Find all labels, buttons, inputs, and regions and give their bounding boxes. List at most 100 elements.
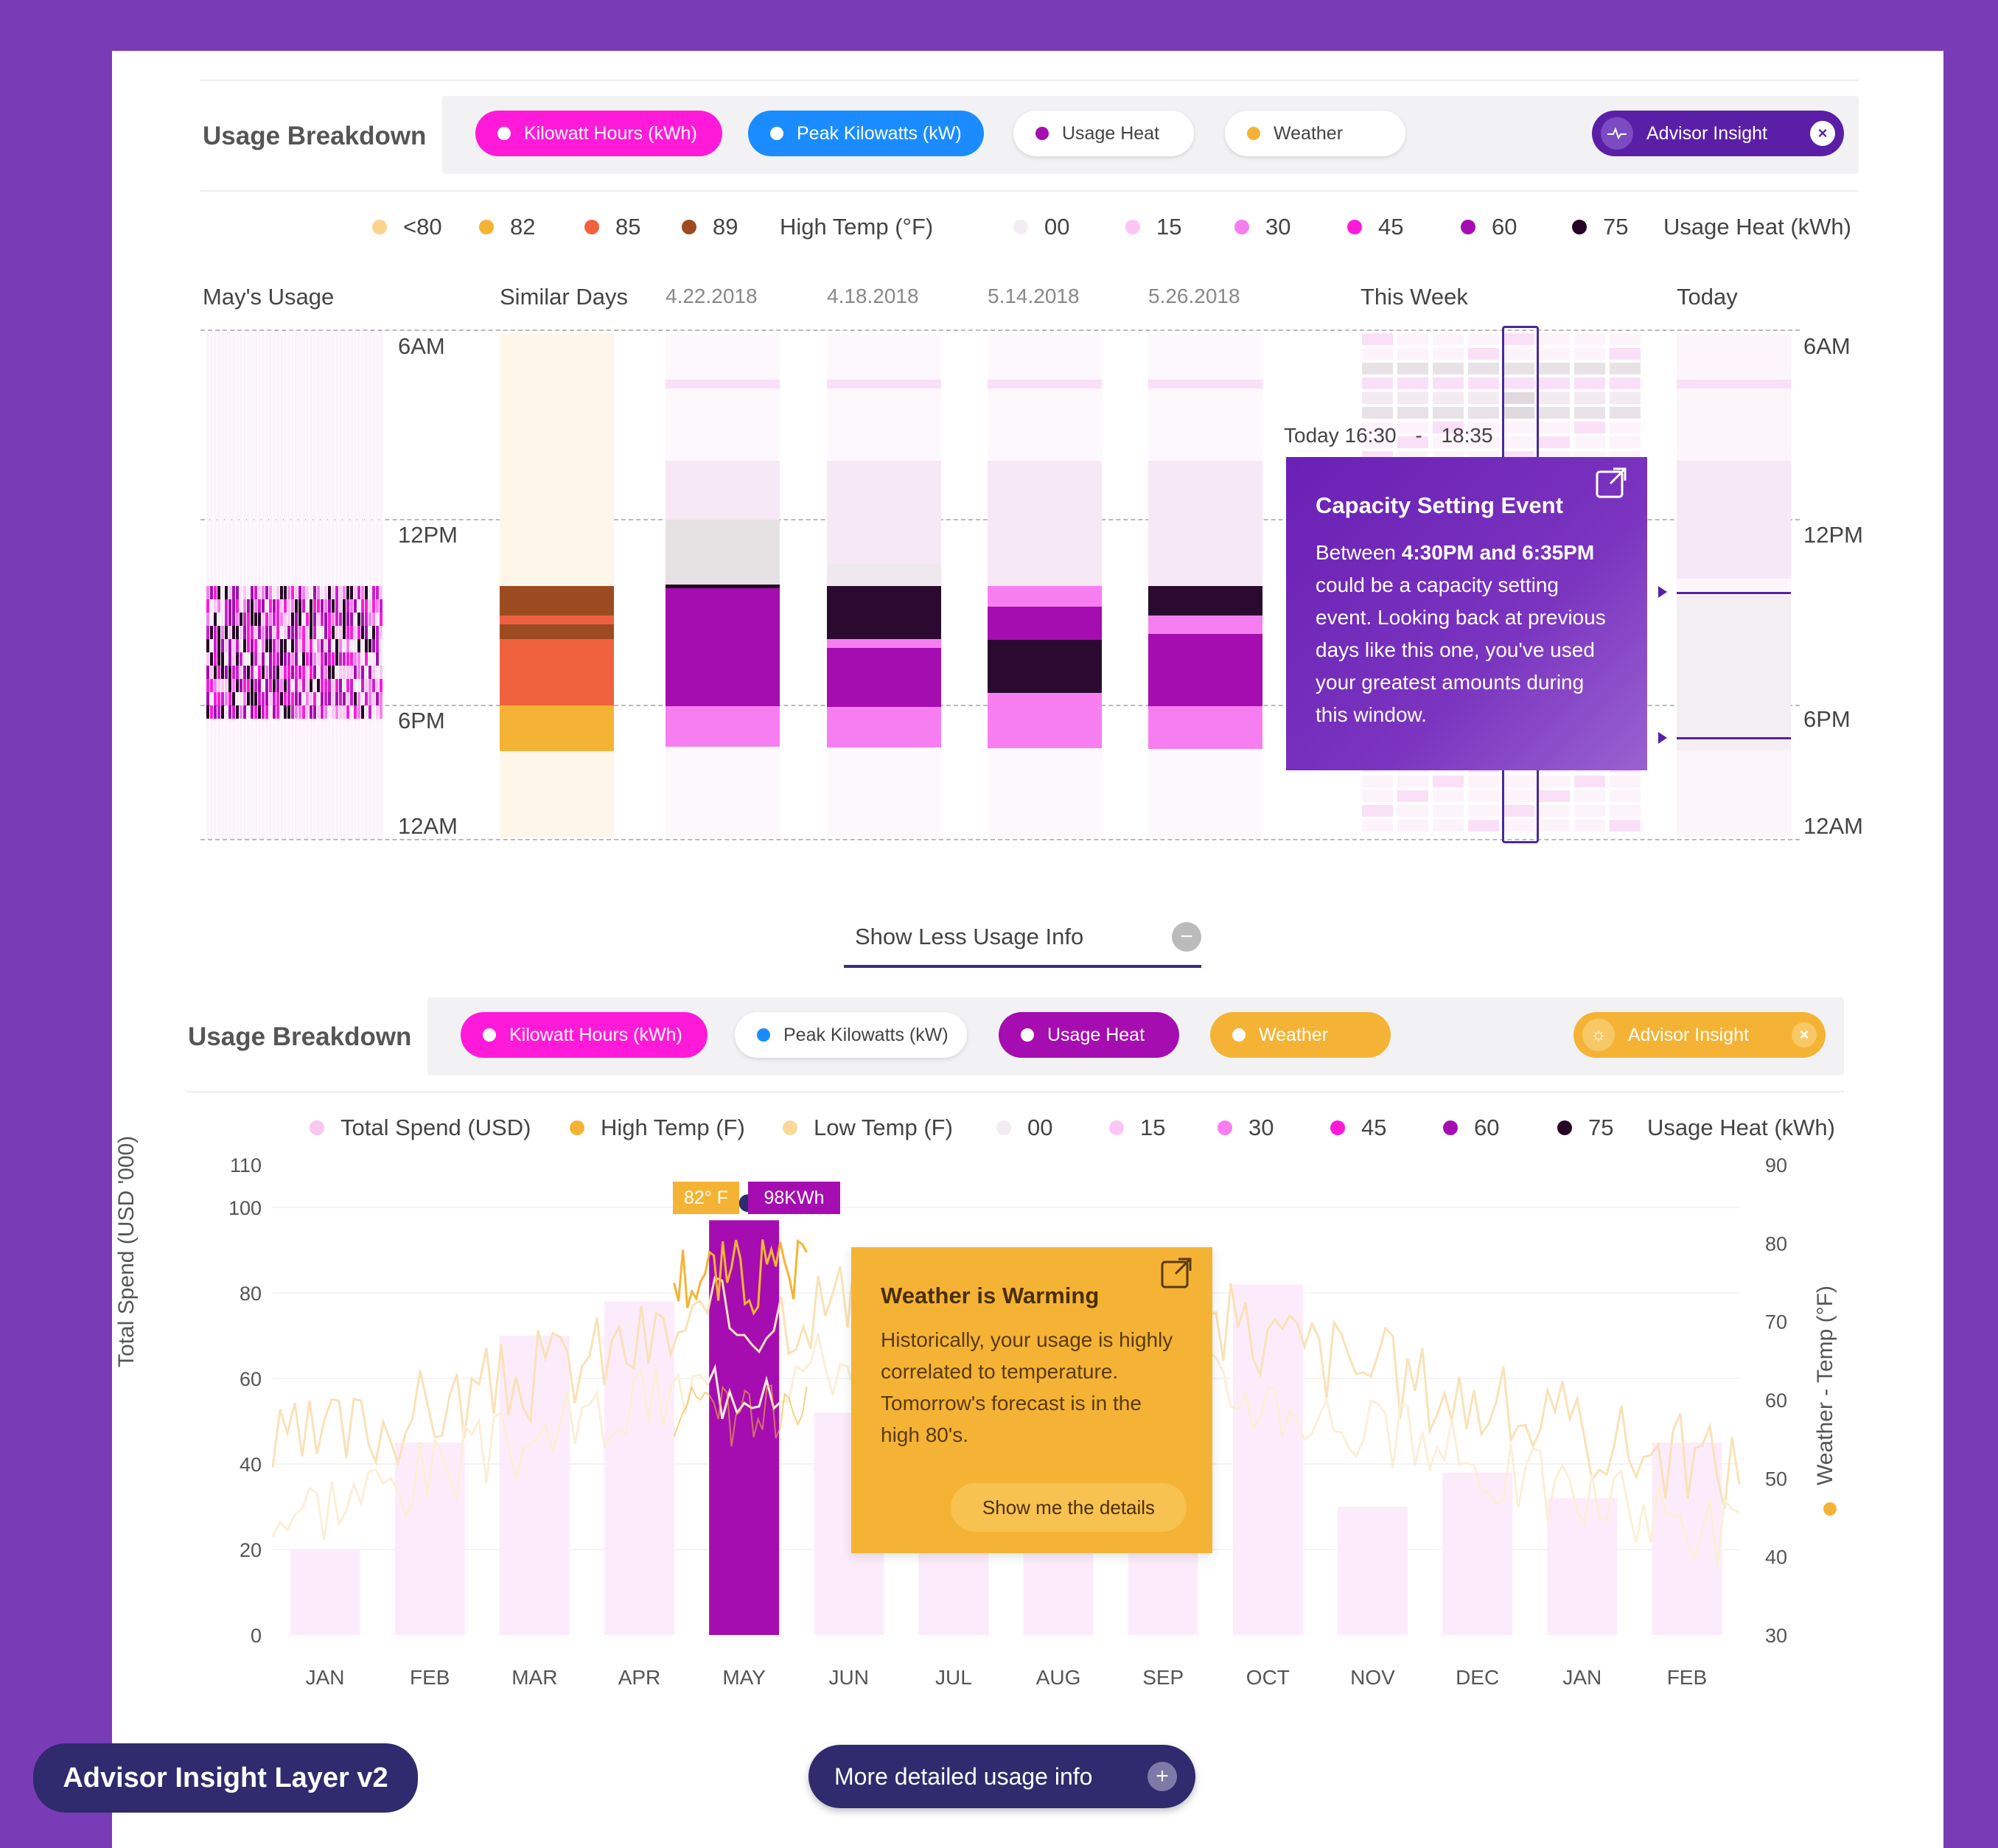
may-strip [332,332,335,839]
legend-heat-3: 45 [1347,214,1403,240]
may-strip-cell [232,626,235,639]
may-strip-cell [269,599,272,613]
may-strip-cell [247,679,250,692]
week-cell [1574,436,1605,448]
may-strip-cell [306,599,309,613]
peak-pill[interactable]: Peak Kilowatts (kW) [748,111,984,156]
bottom-heat-pill[interactable]: Usage Heat [999,1012,1179,1058]
may-strip-cell [324,666,327,679]
may-strip [265,332,268,839]
week-cell [1433,377,1464,389]
show-less-toggle[interactable]: Show Less Usage Info − [844,916,1201,968]
date-col-seg [988,693,1102,748]
week-cell [1539,348,1570,360]
may-strip-cell [372,666,375,679]
bottom-kwh-pill[interactable]: Kilowatt Hours (kWh) [461,1012,708,1058]
more-detailed-usage-button[interactable]: More detailed usage info + [808,1745,1195,1808]
may-strip-cell [380,652,383,666]
week-cell [1503,333,1534,345]
may-strip-cell [265,652,268,666]
may-strip-cell [354,679,357,692]
heat-pill[interactable]: Usage Heat [1013,111,1194,156]
may-strip [313,332,316,839]
may-strip-cell [365,679,368,692]
may-strip-cell [217,692,220,705]
week-cell [1362,348,1393,360]
may-strip-cell [324,679,327,692]
may-strip-cell [302,586,305,599]
may-strip-cell [210,599,213,613]
bottom-peak-pill[interactable]: Peak Kilowatts (kW) [735,1012,967,1058]
may-strip-cell [206,666,209,679]
may-strip-cell [313,692,316,705]
may-strip-cell [221,679,224,692]
may-strip-cell [232,586,235,599]
today-seg-2 [1677,461,1791,579]
may-strip-cell [273,692,276,705]
close-icon[interactable]: × [1792,1022,1817,1047]
may-strip-cell [265,613,268,626]
may-strip-cell [280,652,283,666]
dot-icon [1443,1120,1458,1135]
may-strip-cell [295,626,298,639]
may-strip-cell [273,639,276,652]
may-strip-cell [302,692,305,705]
dot-icon [1232,1028,1246,1042]
bottom-advisor-pill[interactable]: ☼ Advisor Insight × [1573,1012,1826,1058]
y-tick-label: 110 [230,1154,262,1176]
date-label-2: 4.18.2018 [827,285,919,307]
may-strip-cell [335,639,338,652]
may-strip-cell [302,639,305,652]
may-strip-cell [306,613,309,626]
may-strip-cell [372,692,375,705]
close-icon[interactable]: × [1810,121,1835,146]
week-cell [1362,820,1393,831]
kwh-pill[interactable]: Kilowatt Hours (kWh) [475,111,722,156]
may-strip-cell [217,652,220,666]
advisor-insight-pill[interactable]: Advisor Insight × [1592,111,1844,156]
may-strip-cell [343,705,346,719]
legend-heat-label: 60 [1492,214,1517,240]
may-strip-cell [214,599,217,613]
may-strip [295,332,298,839]
week-cell [1397,436,1428,448]
week-cell [1574,407,1605,419]
may-strip-cell [251,692,254,705]
weather-pill[interactable]: Weather [1225,111,1405,156]
bottom-peak-label: Peak Kilowatts (kW) [783,1024,949,1045]
may-strip-cell [214,586,217,599]
may-strip-cell [217,705,220,719]
may-strip-cell [210,613,213,626]
heat-pill-label: Usage Heat [1062,122,1160,144]
may-strip-cell [328,652,331,666]
may-strip-cell [332,626,335,639]
may-strip-cell [354,705,357,719]
may-strip-cell [317,639,320,652]
may-strip-cell [254,626,257,639]
may-strip-cell [317,705,320,719]
show-less-label: Show Less Usage Info [855,924,1084,949]
may-strip-cell [298,692,301,705]
may-strip-cell [368,705,371,719]
may-strip-cell [302,626,305,639]
weather-tooltip-body: Historically, your usage is highly corre… [881,1328,1173,1446]
may-strip-cell [265,705,268,719]
may-strip-cell [372,705,375,719]
open-external-icon[interactable] [1594,466,1628,503]
time-label-6pm: 6PM [398,708,445,733]
may-strip-cell [236,639,239,652]
legend-heat-label: 00 [1044,214,1070,240]
may-strip-cell [228,626,231,639]
week-cell [1539,775,1570,787]
may-strip-cell [295,679,298,692]
may-strip-cell [328,679,331,692]
open-external-icon[interactable] [1159,1256,1193,1294]
may-strip-cell [236,586,239,599]
may-strip-cell [287,692,290,705]
show-details-button[interactable]: Show me the details [951,1483,1187,1532]
bottom-weather-pill[interactable]: Weather [1210,1012,1391,1058]
may-strip-cell [240,586,242,599]
x-tick-label: JAN [1562,1666,1601,1689]
may-strip-cell [350,705,353,719]
may-strip-cell [232,666,235,679]
